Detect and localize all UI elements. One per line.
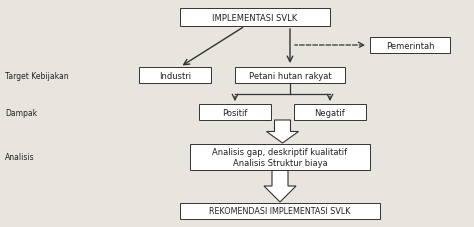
Text: REKOMENDASI IMPLEMENTASI SVLK: REKOMENDASI IMPLEMENTASI SVLK xyxy=(210,207,351,216)
Text: Target Kebijakan: Target Kebijakan xyxy=(5,71,69,80)
FancyBboxPatch shape xyxy=(190,144,370,170)
FancyBboxPatch shape xyxy=(294,105,366,121)
Text: Analisis: Analisis xyxy=(5,153,35,162)
FancyBboxPatch shape xyxy=(199,105,271,121)
Polygon shape xyxy=(264,170,296,202)
Text: Industri: Industri xyxy=(159,71,191,80)
FancyBboxPatch shape xyxy=(180,9,330,27)
FancyBboxPatch shape xyxy=(139,68,211,84)
Text: Negatif: Negatif xyxy=(315,108,346,117)
FancyBboxPatch shape xyxy=(370,38,450,54)
Text: Positif: Positif xyxy=(222,108,248,117)
Polygon shape xyxy=(266,121,299,143)
Text: Dampak: Dampak xyxy=(5,108,37,117)
FancyBboxPatch shape xyxy=(235,68,345,84)
Text: Analisis gap, deskriptif kualitatif
Analisis Struktur biaya: Analisis gap, deskriptif kualitatif Anal… xyxy=(212,148,347,167)
FancyBboxPatch shape xyxy=(180,203,380,219)
Text: Petani hutan rakyat: Petani hutan rakyat xyxy=(249,71,331,80)
Text: IMPLEMENTASI SVLK: IMPLEMENTASI SVLK xyxy=(212,13,298,22)
Text: Pemerintah: Pemerintah xyxy=(386,41,434,50)
